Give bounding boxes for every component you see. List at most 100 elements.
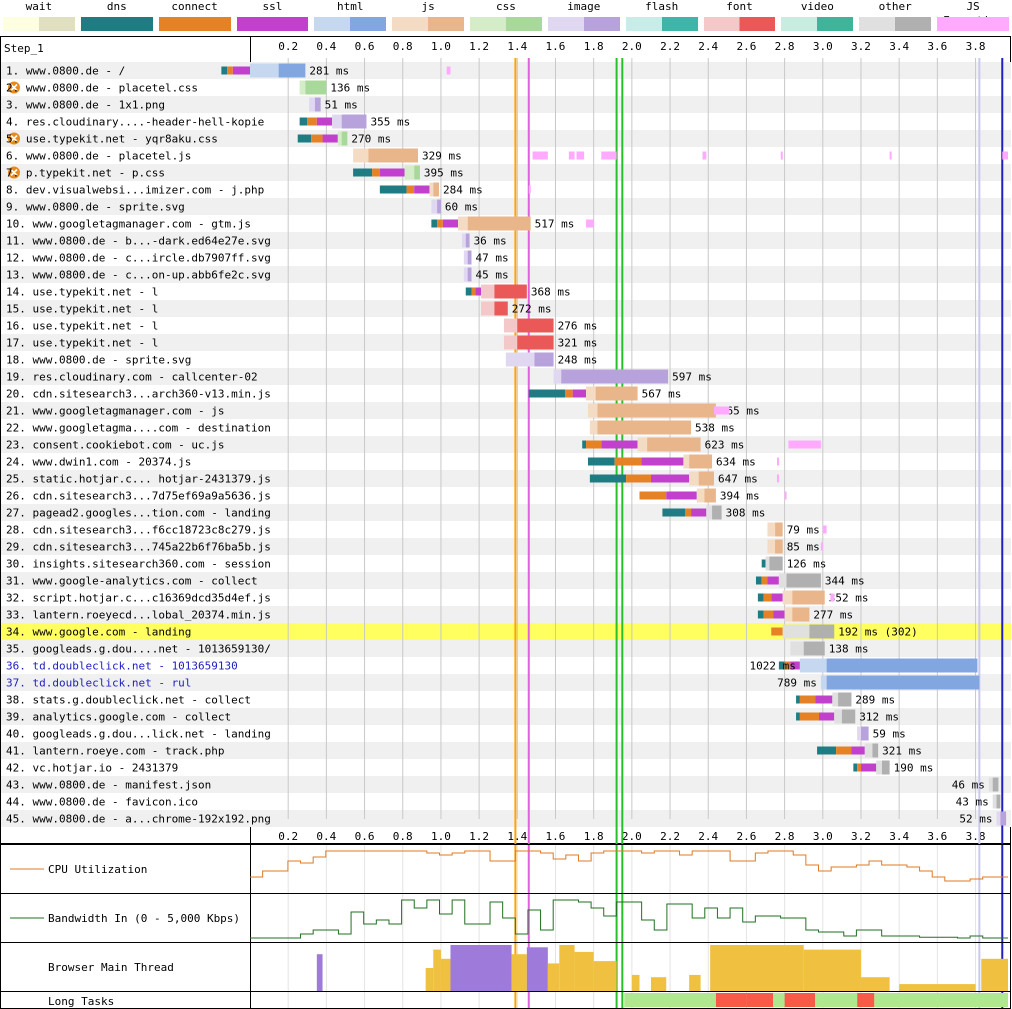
main-thread-activity (425, 968, 434, 991)
request-time: 321 ms (558, 337, 598, 350)
bar-dns (761, 559, 766, 568)
bar-dns (817, 746, 837, 755)
main-thread-activity (803, 949, 861, 991)
bar-ssl (691, 508, 707, 517)
js-execution (446, 66, 451, 75)
legend-item: flash (623, 0, 701, 34)
request-time: 329 ms (422, 150, 462, 163)
bar-ttfb (503, 335, 518, 350)
bar-connect (799, 712, 819, 721)
request-time: 270 ms (351, 133, 391, 146)
row-stripe (1, 96, 1011, 113)
legend-swatch (937, 17, 1009, 31)
bar-ssl (316, 117, 333, 126)
bar-download (1000, 811, 1007, 826)
row-stripe (1, 79, 1011, 96)
x-tick-top: 0.2 (278, 40, 298, 53)
main-thread-activity (650, 977, 667, 991)
row-stripe (1, 674, 1011, 691)
bar-dns (589, 474, 627, 483)
warning-icon-cross (10, 168, 18, 177)
js-execution (528, 185, 531, 194)
request-time: 276 ms (558, 320, 598, 333)
x-tick-bottom: 1.8 (584, 830, 604, 843)
bar-ttfb (706, 505, 713, 520)
x-tick-top: 2.0 (622, 40, 642, 53)
main-thread-activity (710, 945, 804, 991)
row-stripe (1, 521, 1011, 538)
row-stripe (1, 181, 1011, 198)
main-thread-label: Browser Main Thread (48, 961, 174, 974)
legend-item: connect (156, 0, 234, 34)
x-tick-top: 1.0 (431, 40, 451, 53)
main-thread-activity (899, 984, 976, 991)
bar-ttfb (481, 284, 495, 299)
request-label: 25. static.hotjar.c... hotjar-2431379.js (6, 473, 271, 486)
js-execution (532, 151, 548, 160)
request-time: 47 ms (475, 252, 508, 265)
main-thread-activity (547, 963, 560, 991)
long-task (715, 993, 747, 1007)
main-thread-activity (526, 947, 548, 991)
js-execution (820, 542, 823, 551)
bar-ttfb (996, 811, 1001, 826)
bar-ssl (790, 661, 800, 670)
row-stripe (1, 504, 1011, 521)
request-label: 30. insights.sitesearch360.com - session (6, 558, 271, 571)
row-stripe (1, 759, 1011, 776)
bar-ttfb (429, 182, 434, 197)
bar-download (517, 318, 554, 333)
request-time: 192 ms (302) (838, 626, 917, 639)
legend-swatch (80, 17, 153, 31)
main-thread-activity (981, 958, 1008, 991)
cpu-label: CPU Utilization (48, 863, 147, 876)
bar-download (769, 556, 783, 571)
main-thread-activity (860, 977, 890, 991)
legend-label: connect (171, 0, 218, 13)
bar-dns (582, 440, 587, 449)
request-time: 355 ms (370, 116, 410, 129)
js-execution (576, 151, 585, 160)
request-time: 344 ms (825, 575, 865, 588)
request-time: 289 ms (855, 694, 895, 707)
bar-download (647, 437, 701, 452)
row-stripe (1, 691, 1011, 708)
step-label: Step_1 (4, 42, 44, 55)
bar-ssl (666, 491, 697, 500)
js-execution (702, 151, 707, 160)
legend-swatch (158, 17, 231, 31)
request-label: 22. www.googletagma....com - destination (6, 422, 271, 435)
x-tick-bottom: 2.4 (698, 830, 718, 843)
bar-download (341, 114, 367, 129)
request-label: 29. cdn.sitesearch3...745a22b6f76ba5b.js (6, 541, 271, 554)
legend: wait dns connect ssl html js css image flash font… (0, 0, 1012, 34)
request-time: 538 ms (695, 422, 735, 435)
request-time: 248 ms (558, 354, 598, 367)
request-label: 39. analytics.google.com - collect (6, 711, 231, 724)
request-label: 41. lantern.roeye.com - track.php (6, 745, 225, 758)
bar-download (597, 420, 692, 435)
bar-connect (471, 287, 476, 296)
legend-swatch (3, 17, 75, 31)
bar-download (996, 794, 1001, 809)
js-execution (568, 151, 575, 160)
bar-ssl (442, 219, 459, 228)
request-label: 18. www.0800.de - sprite.svg (6, 354, 191, 367)
bar-ttfb (503, 318, 518, 333)
row-stripe (1, 640, 1011, 657)
x-tick-bottom: 1.6 (546, 830, 566, 843)
legend-label: ssl (262, 0, 283, 13)
bar-download (305, 80, 327, 95)
main-thread-activity (689, 974, 701, 991)
legend-item: dns (78, 0, 156, 34)
bar-download (314, 97, 321, 112)
request-time: 60 ms (445, 201, 478, 214)
request-label: 26. cdn.sitesearch3...7d75ef69a9a5636.js (6, 490, 271, 503)
row-stripe (1, 606, 1011, 623)
bar-connect (311, 134, 323, 143)
request-time: 623 ms (705, 439, 745, 452)
bar-download (465, 233, 470, 248)
bar-connect (586, 440, 602, 449)
bar-ssl (860, 763, 877, 772)
bar-dns (755, 576, 762, 585)
